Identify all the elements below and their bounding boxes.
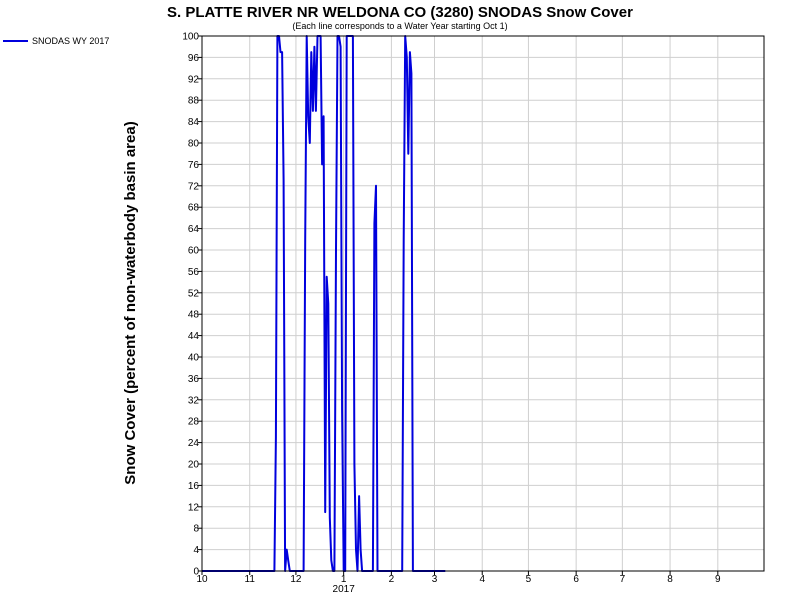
grid [201, 35, 764, 572]
x-tick-label: 11 [245, 574, 256, 585]
y-tick-label: 32 [188, 395, 200, 406]
y-tick-label: 16 [188, 481, 200, 492]
y-tick-label: 12 [188, 502, 200, 513]
y-tick-label: 36 [188, 374, 200, 385]
y-tick-label: 72 [188, 181, 200, 192]
y-tick-label: 48 [188, 310, 200, 321]
y-tick-label: 76 [188, 160, 200, 171]
x-tick-label: 7 [620, 574, 626, 585]
y-tick-label: 96 [188, 53, 200, 64]
x-tick-label: 2 [389, 574, 395, 585]
y-tick-label: 28 [188, 417, 200, 428]
y-tick-label: 0 [193, 567, 199, 578]
y-tick-label: 56 [188, 267, 200, 278]
y-tick-label: 92 [188, 74, 200, 85]
y-tick-label: 64 [188, 224, 200, 235]
y-tick-label: 20 [188, 460, 200, 471]
y-tick-label: 8 [193, 524, 199, 535]
x-tick-label: 9 [715, 574, 721, 585]
y-tick-label: 44 [188, 331, 200, 342]
legend-label: SNODAS WY 2017 [32, 36, 109, 46]
y-tick-label: 24 [188, 438, 200, 449]
y-tick-labels: 0481216202428323640444852566064687276808… [182, 32, 202, 578]
y-tick-label: 4 [193, 545, 199, 556]
y-tick-label: 80 [188, 139, 200, 150]
x-tick-label: 6 [573, 574, 579, 585]
x-tick-label: 8 [667, 574, 673, 585]
plot-area [202, 36, 764, 571]
x-tick-label: 4 [479, 574, 485, 585]
chart-subtitle: (Each line corresponds to a Water Year s… [292, 21, 507, 31]
x-tick-label: 3 [432, 574, 438, 585]
x-tick-label: 10 [196, 574, 208, 585]
x-tick-label: 1 [341, 574, 347, 585]
x-tick-label: 12 [290, 574, 302, 585]
x-year-label: 2017 [333, 584, 356, 595]
legend: SNODAS WY 2017 [3, 36, 109, 46]
y-axis-label: Snow Cover (percent of non-waterbody bas… [122, 121, 139, 484]
y-tick-label: 52 [188, 288, 200, 299]
y-tick-label: 100 [182, 32, 199, 43]
y-tick-label: 88 [188, 96, 200, 107]
plot-frame [201, 35, 765, 572]
y-tick-label: 68 [188, 203, 200, 214]
x-tick-label: 5 [526, 574, 532, 585]
y-tick-label: 84 [188, 117, 200, 128]
chart-title: S. PLATTE RIVER NR WELDONA CO (3280) SNO… [167, 4, 633, 21]
y-tick-label: 60 [188, 246, 200, 257]
y-tick-label: 40 [188, 353, 200, 364]
